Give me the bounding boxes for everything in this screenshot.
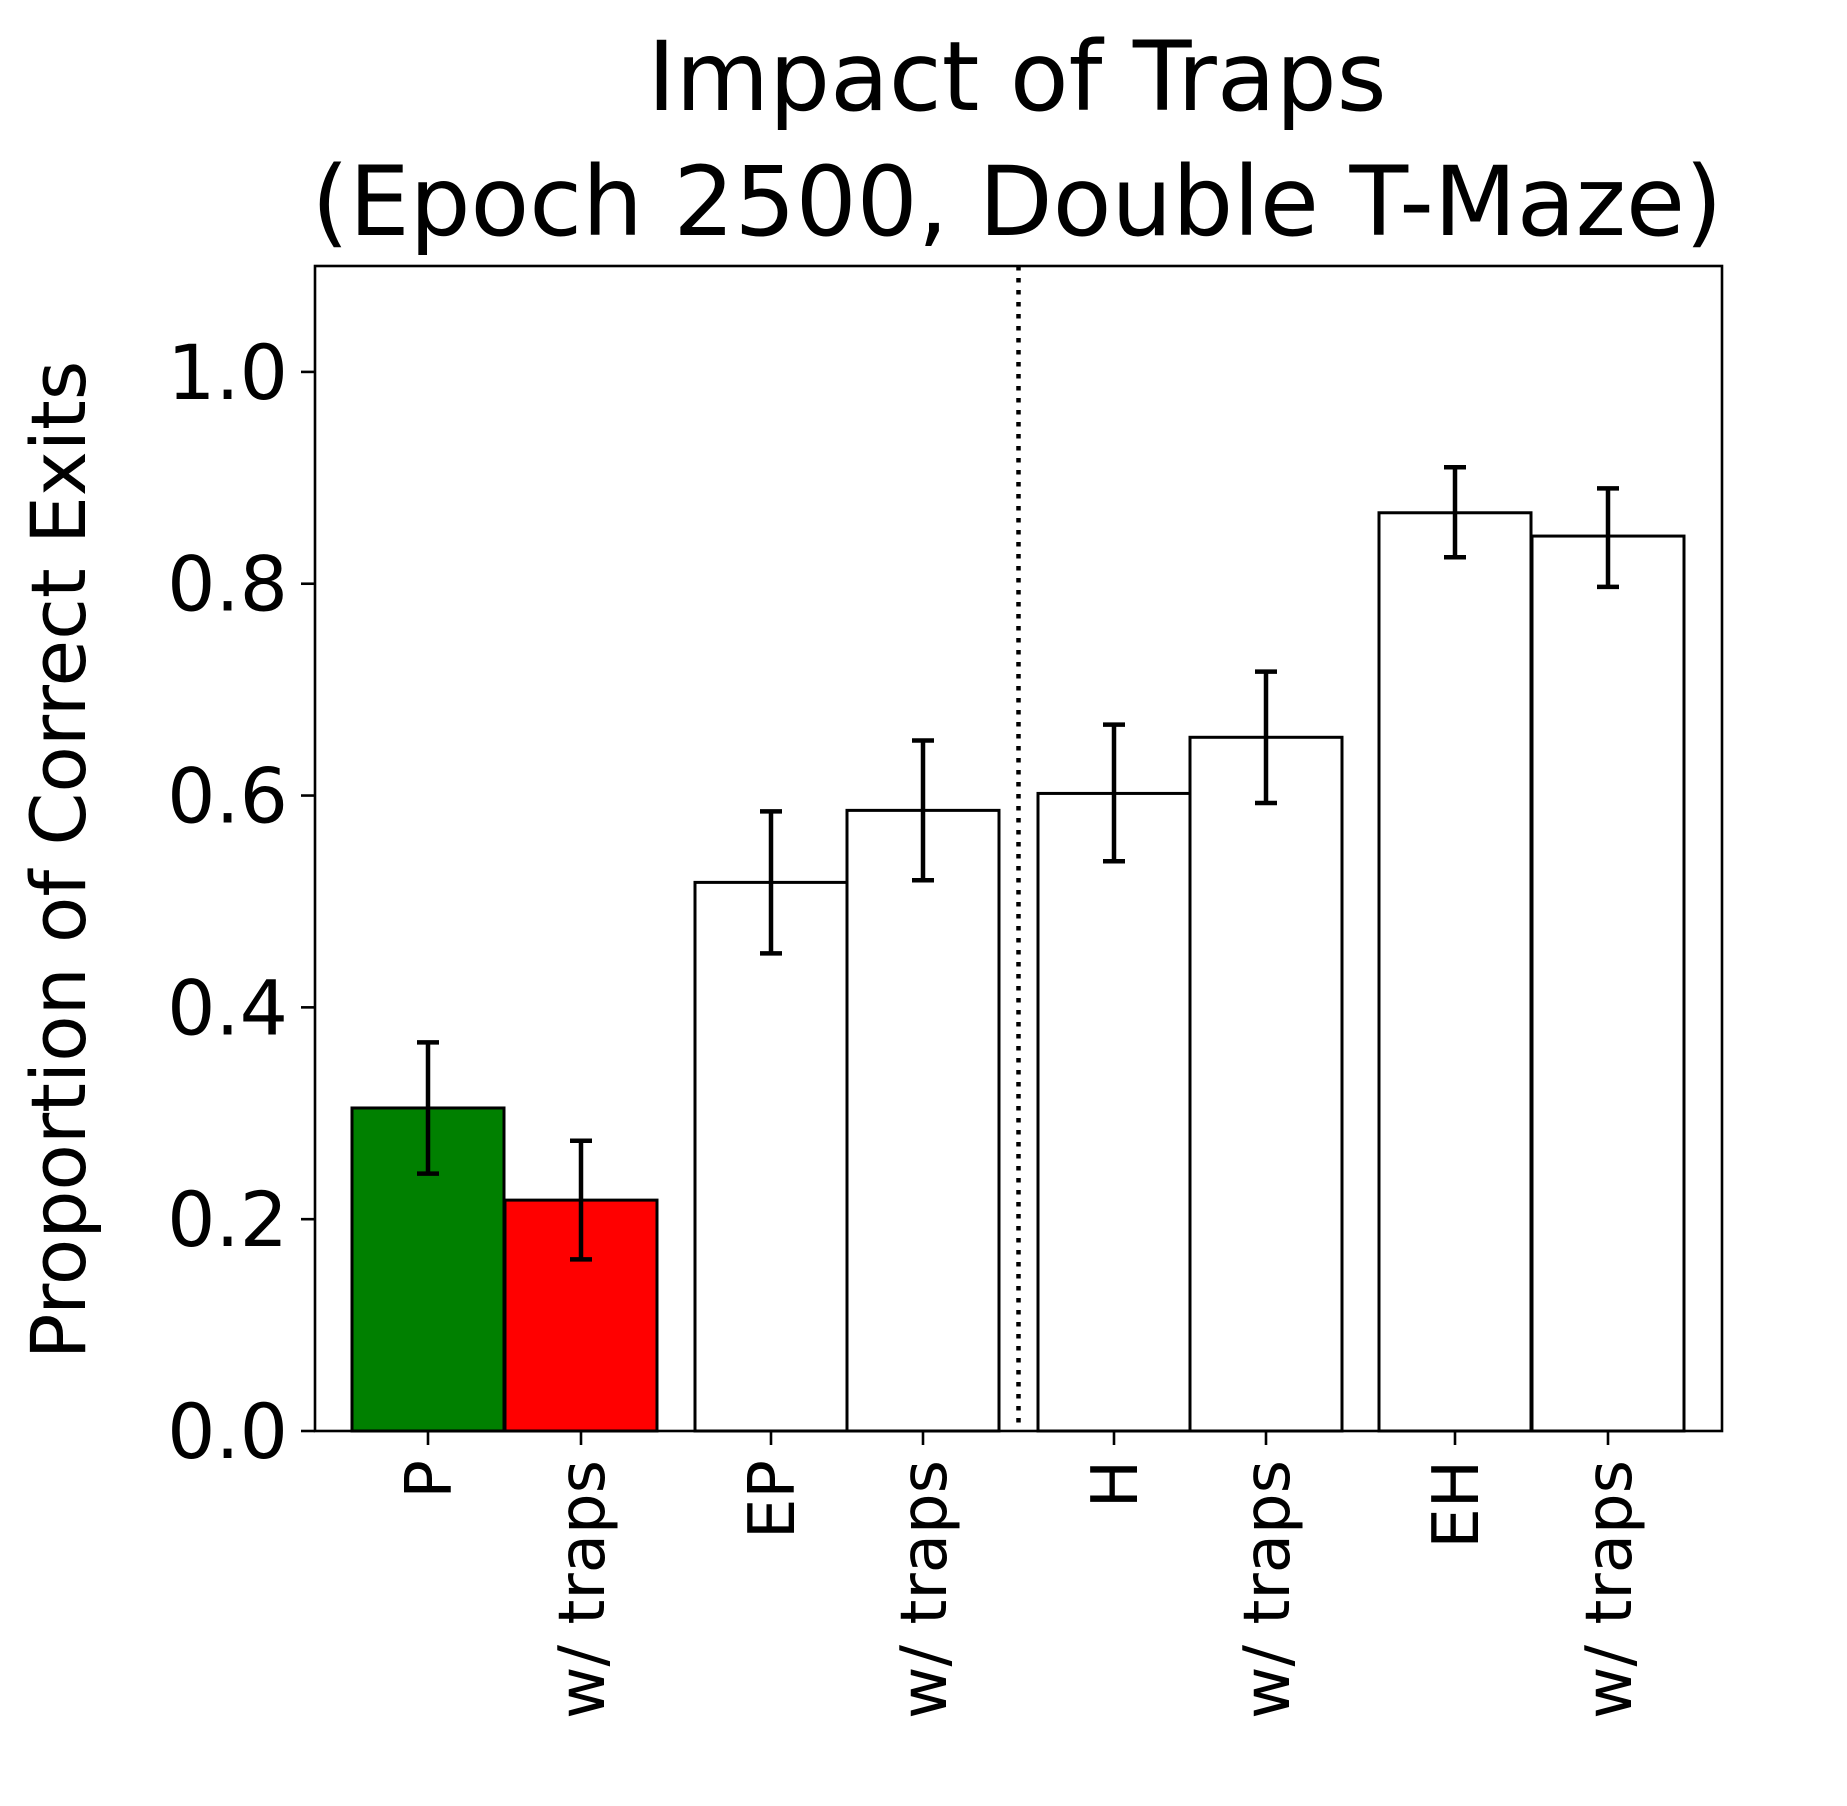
x-tick-label-8: w/ traps: [1573, 1460, 1647, 1719]
error-bar-6: [1255, 669, 1277, 806]
x-tick-label-3: EP: [736, 1460, 810, 1539]
y-tick-label: 0.0: [167, 1387, 288, 1476]
y-axis-label: Proportion of Correct Exits: [14, 361, 103, 1360]
chart-title: Impact of Traps (Epoch 2500, Double T-Ma…: [312, 21, 1723, 258]
x-tick-label-6: w/ traps: [1231, 1460, 1305, 1719]
x-tick-label-1: P: [393, 1460, 467, 1499]
bar-7: [1377, 511, 1533, 1433]
x-tick-label-4: w/ traps: [888, 1460, 962, 1719]
error-bar-1: [417, 1040, 439, 1176]
x-tick-label-7: EH: [1420, 1460, 1494, 1549]
error-bars: [417, 464, 1619, 1262]
error-bar-7: [1444, 464, 1466, 560]
chart-title-line-2: (Epoch 2500, Double T-Maze): [312, 146, 1723, 258]
y-axis-ticks: 0.0 0.2 0.4 0.6 0.8 1.0: [167, 328, 315, 1476]
error-bar-3: [760, 809, 782, 956]
error-bar-4: [912, 738, 934, 883]
bar-8: [1530, 534, 1686, 1433]
error-bar-8: [1597, 486, 1619, 590]
y-tick-label: 0.2: [167, 1175, 288, 1264]
bar-5: [1036, 791, 1192, 1433]
y-tick-label: 0.4: [167, 963, 288, 1052]
bar-6: [1188, 735, 1344, 1433]
error-bar-5: [1103, 722, 1125, 864]
x-tick-label-2: w/ traps: [546, 1460, 620, 1719]
y-tick-label: 0.8: [167, 540, 288, 629]
bar-3: [693, 880, 849, 1433]
y-tick-label: 1.0: [167, 328, 288, 417]
y-tick-label: 0.6: [167, 752, 288, 841]
plot-area-frame: [313, 264, 1724, 1433]
x-tick-label-5: H: [1079, 1460, 1153, 1508]
chart-title-line-1: Impact of Traps: [647, 21, 1386, 133]
error-bar-2: [570, 1138, 592, 1262]
bar-4: [845, 808, 1001, 1433]
